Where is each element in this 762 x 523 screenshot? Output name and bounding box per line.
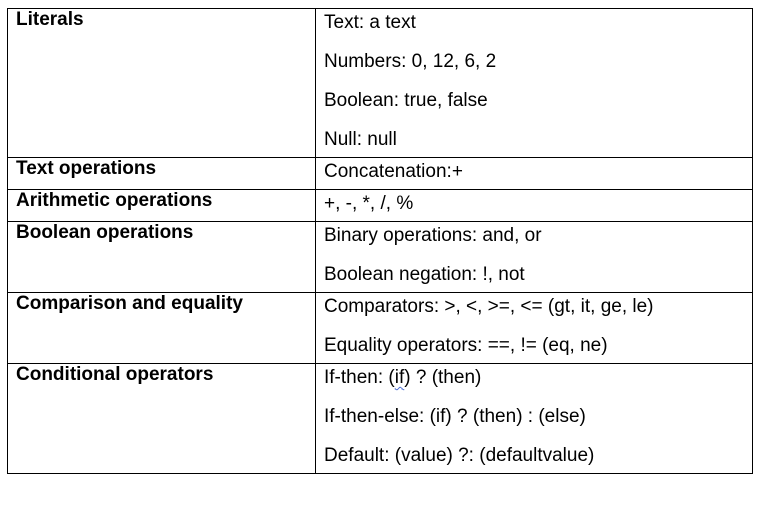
row-label: Comparison and equality — [7, 292, 316, 364]
table-row: Literals Text: a text Numbers: 0, 12, 6,… — [7, 8, 753, 158]
row-values: Concatenation:+ — [315, 157, 753, 190]
table-row: Text operations Concatenation:+ — [7, 157, 753, 190]
row-label: Arithmetic operations — [7, 189, 316, 222]
value-line: Comparators: >, <, >=, <= (gt, it, ge, l… — [324, 296, 654, 317]
row-values: Text: a text Numbers: 0, 12, 6, 2 Boolea… — [315, 8, 753, 158]
row-label: Boolean operations — [7, 221, 316, 293]
value-line: Concatenation:+ — [324, 161, 463, 182]
table-row: Comparison and equality Comparators: >, … — [7, 292, 753, 364]
row-label: Literals — [7, 8, 316, 158]
table-row: Conditional operators If-then: (if) ? (t… — [7, 363, 753, 474]
value-line: If-then-else: (if) ? (then) : (else) — [324, 406, 586, 427]
value-line: Boolean negation: !, not — [324, 264, 525, 285]
value-line: Equality operators: ==, != (eq, ne) — [324, 335, 608, 356]
operators-table: Literals Text: a text Numbers: 0, 12, 6,… — [7, 8, 753, 474]
value-line: Default: (value) ?: (defaultvalue) — [324, 445, 595, 466]
spellcheck-underline: if — [394, 367, 405, 388]
row-values: If-then: (if) ? (then) If-then-else: (if… — [315, 363, 753, 474]
value-line: +, -, *, /, % — [324, 193, 414, 214]
table-row: Boolean operations Binary operations: an… — [7, 221, 753, 293]
value-line: Null: null — [324, 129, 397, 150]
value-line: Text: a text — [324, 12, 416, 33]
table-row: Arithmetic operations +, -, *, /, % — [7, 189, 753, 222]
value-line: Boolean: true, false — [324, 90, 488, 111]
value-line: Binary operations: and, or — [324, 225, 542, 246]
row-label: Text operations — [7, 157, 316, 190]
value-line: If-then: (if) ? (then) — [324, 367, 482, 388]
row-label: Conditional operators — [7, 363, 316, 474]
value-line: Numbers: 0, 12, 6, 2 — [324, 51, 497, 72]
row-values: Comparators: >, <, >=, <= (gt, it, ge, l… — [315, 292, 753, 364]
row-values: Binary operations: and, or Boolean negat… — [315, 221, 753, 293]
row-values: +, -, *, /, % — [315, 189, 753, 222]
